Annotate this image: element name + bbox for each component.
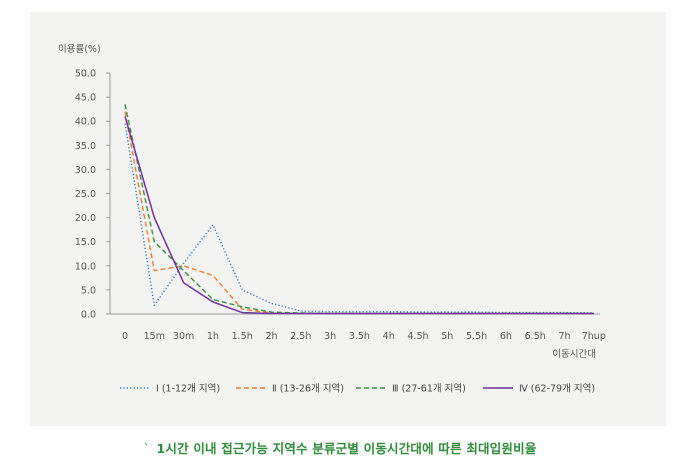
- y-tick-label: 10.0: [75, 261, 96, 272]
- x-tick-label: 2.5h: [290, 331, 311, 342]
- legend-label-4: Ⅳ (62-79개 지역): [519, 384, 595, 395]
- axes: [109, 73, 600, 315]
- legend-label-3: Ⅲ (27-61개 지역): [392, 384, 466, 395]
- x-tick-labels: 0 15m 30m 1h 1.5h 2h 2.5h 3h 3.5h 4h 4.5h 5h 5.5h 6h 6…: [122, 331, 606, 342]
- x-tick-label: 1.5h: [232, 331, 253, 342]
- y-axis-title: 이용률(%): [58, 44, 101, 55]
- x-tick-label: 3h: [324, 331, 336, 342]
- y-tick-label: 30.0: [75, 165, 96, 176]
- legend-label-2: Ⅱ (13-26개 지역): [272, 384, 344, 395]
- chart-panel: [30, 12, 666, 426]
- x-tick-label: 15m: [144, 331, 165, 342]
- y-tick-label: 40.0: [75, 117, 96, 128]
- legend: Ⅰ (1-12개 지역) Ⅱ (13-26개 지역) Ⅲ (27-61개 지역) Ⅳ …: [120, 384, 595, 395]
- y-tick-label: 50.0: [75, 69, 96, 80]
- series-line-2: [124, 111, 594, 315]
- series-lines: [124, 104, 594, 315]
- x-tick-label: 4.5h: [407, 331, 428, 342]
- x-tick-label: 5h: [441, 331, 453, 342]
- x-tick-label: 7h: [558, 331, 570, 342]
- y-tick-label: 35.0: [75, 141, 96, 152]
- y-tick-labels: 0.0 5.0 10.0 15.0 20.0 25.0 30.0 35.0 40.0 45.0 50…: [75, 69, 110, 321]
- x-tick-label: 0: [122, 331, 128, 342]
- x-axis-title: 이동시간대: [552, 349, 596, 360]
- y-tick-label: 20.0: [75, 213, 96, 224]
- figure-caption: ` 1시간 이내 접근가능 지역수 분류군별 이동시간대에 따른 최대입원비율: [0, 438, 680, 457]
- x-tick-label: 5.5h: [466, 331, 487, 342]
- x-tick-label: 3.5h: [349, 331, 370, 342]
- x-tick-label: 4h: [383, 331, 395, 342]
- caption-text: 1시간 이내 접근가능 지역수 분류군별 이동시간대에 따른 최대입원비율: [156, 441, 537, 456]
- x-tick-label: 2h: [265, 331, 277, 342]
- x-tick-label: 6h: [500, 331, 512, 342]
- caption-mark: `: [143, 441, 150, 456]
- series-line-3: [124, 104, 594, 315]
- line-chart: 이용률(%) 이동시간대 0.0 5.0 10.0 15.0 20.0 25.0 30.0 3…: [58, 44, 606, 395]
- legend-label-1: Ⅰ (1-12개 지역): [156, 384, 220, 395]
- y-tick-label: 45.0: [75, 93, 96, 104]
- series-line-1: [124, 123, 594, 314]
- series-line-4: [124, 116, 594, 315]
- y-tick-label: 25.0: [75, 189, 96, 200]
- y-tick-label: 15.0: [75, 237, 96, 248]
- x-tick-label: 6.5h: [525, 331, 546, 342]
- x-tick-label: 7hup: [582, 331, 606, 342]
- x-tick-label: 1h: [207, 331, 219, 342]
- y-tick-label: 0.0: [81, 310, 96, 321]
- y-tick-label: 5.0: [81, 285, 96, 296]
- x-tick-label: 30m: [173, 331, 194, 342]
